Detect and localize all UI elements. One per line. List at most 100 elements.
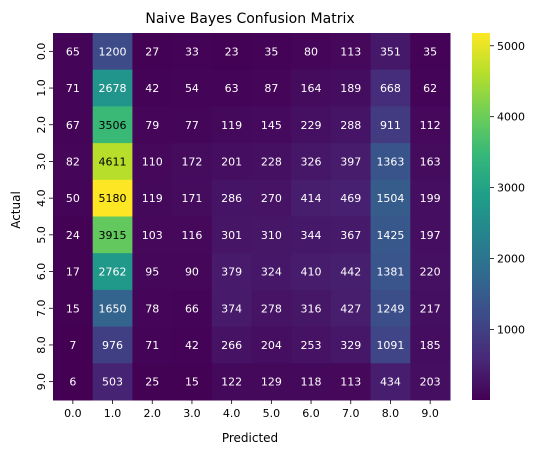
cell-value-label: 90 — [185, 266, 199, 279]
cell-value-label: 2678 — [99, 82, 127, 95]
cell-value-label: 129 — [261, 376, 282, 389]
cell-value-label: 71 — [145, 339, 159, 352]
x-tick-label: 4.0 — [223, 407, 241, 420]
cell-value-label: 199 — [420, 192, 441, 205]
heatmap-cell — [370, 143, 411, 181]
colorbar-tick-label: 1000 — [497, 323, 525, 336]
heatmap-cell — [92, 363, 133, 401]
cell-value-label: 301 — [221, 229, 242, 242]
cell-value-label: 67 — [66, 119, 80, 132]
heatmap-cell — [291, 289, 332, 328]
heatmap-cell — [53, 143, 94, 181]
cell-value-label: 442 — [340, 266, 361, 279]
heatmap-cell — [132, 216, 173, 254]
colorbar-tick-label: 4000 — [497, 111, 525, 124]
y-tick-label: 0.0 — [35, 43, 48, 61]
heatmap-cell — [410, 69, 451, 107]
heatmap-cell — [92, 69, 133, 107]
cell-value-label: 25 — [145, 376, 159, 389]
heatmap-cell — [92, 253, 133, 291]
heatmap-cell — [370, 326, 411, 364]
cell-value-label: 145 — [261, 119, 282, 132]
heatmap-cell — [211, 143, 252, 181]
heatmap-cell — [410, 143, 451, 181]
heatmap-cell — [370, 179, 411, 217]
heatmap-cell — [251, 289, 292, 328]
cell-value-label: 77 — [185, 119, 199, 132]
heatmap-cell — [172, 253, 213, 291]
cell-value-label: 164 — [301, 82, 322, 95]
heatmap-cell — [291, 143, 332, 181]
cell-value-label: 266 — [221, 339, 242, 352]
chart-title: Naive Bayes Confusion Matrix — [145, 11, 354, 27]
cell-value-label: 116 — [181, 229, 202, 242]
cell-value-label: 5180 — [99, 192, 127, 205]
cell-value-label: 427 — [340, 302, 361, 315]
cell-value-label: 434 — [380, 376, 401, 389]
heatmap-cell — [410, 216, 451, 254]
cell-value-label: 87 — [264, 82, 278, 95]
heatmap-cell — [53, 106, 94, 144]
heatmap-cell — [330, 179, 372, 217]
x-axis-label: Predicted — [222, 431, 278, 445]
cell-value-label: 42 — [185, 339, 199, 352]
cell-value-label: 379 — [221, 266, 242, 279]
heatmap-cell — [132, 363, 173, 401]
heatmap-cell — [370, 216, 411, 254]
heatmap-cell — [251, 143, 292, 181]
heatmap-cells: 65 1200 27 33 23 35 80 113 351 35 71 2678 42 54 63 87 16… — [53, 33, 451, 401]
heatmap-cell — [251, 33, 292, 71]
cell-value-label: 78 — [145, 302, 159, 315]
x-tick-label: 3.0 — [183, 407, 201, 420]
heatmap-cell — [172, 289, 213, 328]
heatmap-cell — [291, 363, 332, 401]
cell-value-label: 62 — [423, 82, 437, 95]
cell-value-label: 65 — [66, 45, 80, 58]
heatmap-cell — [92, 216, 133, 254]
cell-value-label: 6 — [69, 376, 76, 389]
heatmap-cell — [330, 253, 372, 291]
heatmap-cell — [132, 179, 173, 217]
y-tick-label: 6.0 — [35, 263, 48, 281]
cell-value-label: 112 — [420, 119, 441, 132]
cell-value-label: 171 — [181, 192, 202, 205]
heatmap-cell — [132, 289, 173, 328]
heatmap-cell — [172, 33, 213, 71]
cell-value-label: 329 — [340, 339, 361, 352]
cell-value-label: 1363 — [376, 155, 404, 168]
cell-value-label: 66 — [185, 302, 199, 315]
heatmap-cell — [132, 326, 173, 364]
cell-value-label: 54 — [185, 82, 199, 95]
heatmap-cell — [410, 33, 451, 71]
cell-value-label: 15 — [185, 376, 199, 389]
cell-value-label: 1650 — [99, 302, 127, 315]
heatmap-cell — [92, 106, 133, 144]
heatmap-cell — [291, 69, 332, 107]
heatmap-cell — [211, 289, 252, 328]
heatmap-cell — [410, 326, 451, 364]
heatmap-cell — [370, 289, 411, 328]
cell-value-label: 286 — [221, 192, 242, 205]
heatmap-cell — [291, 326, 332, 364]
cell-value-label: 1425 — [376, 229, 404, 242]
heatmap-cell — [172, 179, 213, 217]
heatmap-cell — [53, 179, 94, 217]
heatmap-cell — [370, 69, 411, 107]
heatmap-cell — [172, 216, 213, 254]
heatmap-cell — [370, 33, 411, 71]
cell-value-label: 71 — [66, 82, 80, 95]
cell-value-label: 27 — [145, 45, 159, 58]
cell-value-label: 110 — [142, 155, 163, 168]
heatmap-cell — [330, 363, 372, 401]
heatmap-cell — [92, 143, 133, 181]
heatmap-cell — [251, 179, 292, 217]
heatmap-cell — [172, 363, 213, 401]
y-tick-label: 1.0 — [35, 79, 48, 97]
heatmap-cell — [330, 69, 372, 107]
cell-value-label: 103 — [142, 229, 163, 242]
cell-value-label: 326 — [301, 155, 322, 168]
heatmap-cell — [211, 179, 252, 217]
y-tick-label: 8.0 — [35, 336, 48, 354]
cell-value-label: 1504 — [376, 192, 404, 205]
cell-value-label: 1091 — [376, 339, 404, 352]
